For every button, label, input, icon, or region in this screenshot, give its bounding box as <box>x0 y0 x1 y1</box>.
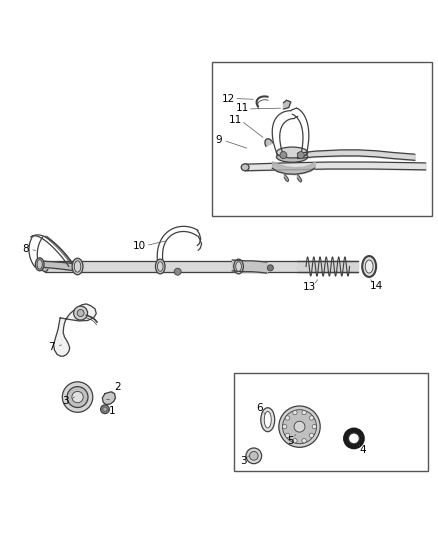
Ellipse shape <box>345 429 363 448</box>
Text: 3: 3 <box>240 456 247 466</box>
Text: 2: 2 <box>115 383 121 392</box>
Text: 12: 12 <box>222 93 235 103</box>
Ellipse shape <box>312 424 317 429</box>
Ellipse shape <box>236 262 241 271</box>
Ellipse shape <box>365 260 373 273</box>
Ellipse shape <box>283 410 317 443</box>
Circle shape <box>67 386 88 408</box>
Ellipse shape <box>279 406 320 447</box>
Ellipse shape <box>286 416 290 420</box>
Polygon shape <box>265 139 273 147</box>
Ellipse shape <box>349 433 359 444</box>
Text: 6: 6 <box>257 403 263 413</box>
Ellipse shape <box>276 147 308 158</box>
Text: 1: 1 <box>109 406 116 416</box>
Ellipse shape <box>286 433 290 438</box>
Circle shape <box>280 151 287 158</box>
Circle shape <box>297 151 304 158</box>
Text: 9: 9 <box>215 135 223 146</box>
Circle shape <box>77 310 84 317</box>
Circle shape <box>62 382 93 413</box>
Circle shape <box>267 265 273 271</box>
Circle shape <box>72 391 83 403</box>
Text: 7: 7 <box>48 342 55 352</box>
Ellipse shape <box>37 260 42 269</box>
Text: 8: 8 <box>22 244 28 254</box>
Circle shape <box>250 451 258 460</box>
Ellipse shape <box>155 259 165 274</box>
Ellipse shape <box>362 256 376 277</box>
Text: 3: 3 <box>63 395 69 406</box>
Ellipse shape <box>157 262 163 271</box>
Ellipse shape <box>309 433 314 438</box>
Ellipse shape <box>302 410 306 415</box>
Ellipse shape <box>264 411 271 428</box>
Polygon shape <box>297 174 302 182</box>
Text: 4: 4 <box>359 445 366 455</box>
Ellipse shape <box>293 439 297 443</box>
Ellipse shape <box>294 421 305 432</box>
Ellipse shape <box>72 258 83 275</box>
Ellipse shape <box>302 439 306 443</box>
Text: 13: 13 <box>303 281 316 292</box>
Ellipse shape <box>261 408 275 432</box>
Ellipse shape <box>74 261 81 272</box>
Polygon shape <box>283 100 291 109</box>
Ellipse shape <box>276 151 308 162</box>
Ellipse shape <box>42 261 48 272</box>
Polygon shape <box>53 304 96 356</box>
Polygon shape <box>284 174 289 182</box>
Circle shape <box>246 448 261 464</box>
Ellipse shape <box>234 259 244 274</box>
Text: 10: 10 <box>133 240 146 251</box>
Text: 14: 14 <box>370 281 383 291</box>
Bar <box>234 373 428 471</box>
Ellipse shape <box>35 258 44 271</box>
Text: 5: 5 <box>287 435 294 446</box>
Ellipse shape <box>293 410 297 415</box>
Circle shape <box>74 306 88 320</box>
Ellipse shape <box>309 416 314 420</box>
Text: 11: 11 <box>236 103 249 113</box>
Bar <box>212 62 432 216</box>
Circle shape <box>174 268 181 275</box>
Polygon shape <box>102 392 116 405</box>
Ellipse shape <box>283 424 287 429</box>
Circle shape <box>101 405 110 414</box>
Circle shape <box>103 407 107 411</box>
Text: 11: 11 <box>229 115 242 125</box>
Ellipse shape <box>241 164 249 171</box>
